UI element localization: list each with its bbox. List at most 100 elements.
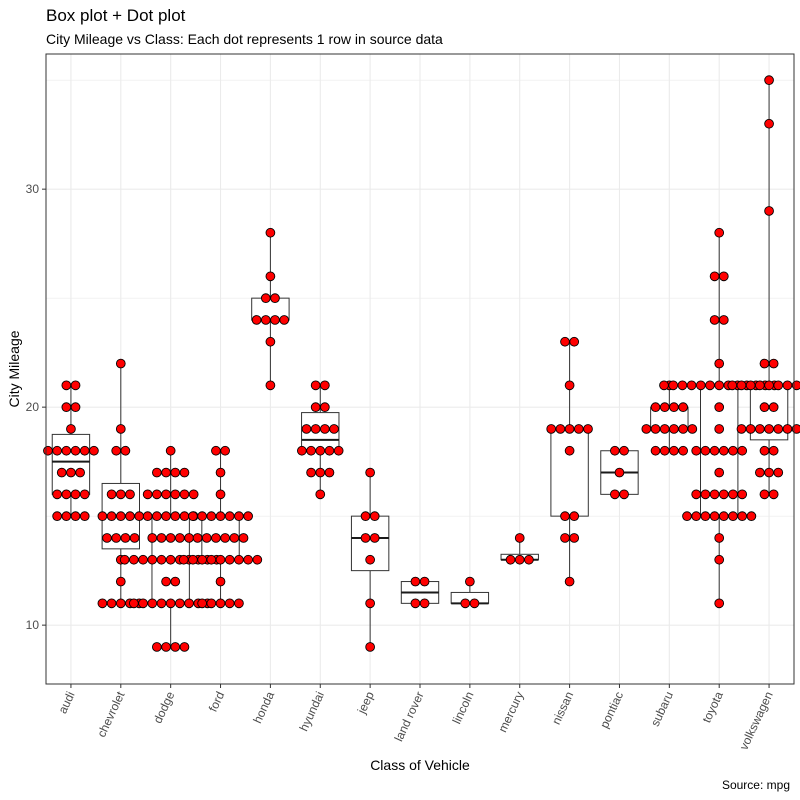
- dot-chevrolet: [102, 533, 112, 543]
- dot-toyota: [668, 380, 679, 391]
- dot-hyundai: [320, 424, 330, 434]
- x-tick-label-jeep: jeep: [354, 689, 377, 717]
- dot-ford: [238, 533, 249, 543]
- dot-volkswagen: [764, 380, 774, 391]
- dot-dodge: [165, 533, 176, 543]
- dot-audi: [66, 467, 76, 478]
- dot-dodge: [165, 598, 176, 609]
- dot-volkswagen: [773, 380, 784, 391]
- dot-pontiac: [610, 445, 620, 456]
- dot-ford: [197, 511, 207, 521]
- dot-dodge: [170, 511, 181, 521]
- dot-nissan: [560, 533, 570, 543]
- dot-toyota: [714, 380, 725, 391]
- dot-toyota: [659, 380, 669, 391]
- dot-toyota: [718, 511, 729, 521]
- dot-hyundai: [306, 467, 316, 478]
- dot-volkswagen: [764, 206, 774, 216]
- dot-toyota: [709, 445, 720, 456]
- dot-subaru: [641, 424, 652, 434]
- dot-dodge: [161, 642, 171, 652]
- dot-honda: [265, 380, 276, 391]
- dot-audi: [70, 380, 81, 391]
- dot-ford: [224, 554, 235, 565]
- dot-dodge: [152, 467, 162, 478]
- dot-hyundai: [320, 402, 330, 412]
- dot-dodge: [138, 598, 148, 609]
- dot-volkswagen: [755, 467, 765, 478]
- dot-toyota: [700, 489, 711, 500]
- dot-chevrolet: [97, 511, 108, 521]
- dot-volkswagen: [768, 489, 779, 500]
- dot-hyundai: [310, 424, 321, 434]
- x-tick-label-hyundai: hyundai: [297, 689, 327, 733]
- dot-toyota: [691, 511, 702, 521]
- chart-title: Box plot + Dot plot: [46, 6, 186, 25]
- dot-volkswagen: [736, 380, 747, 391]
- dot-ford: [234, 554, 244, 565]
- dot-honda: [251, 315, 262, 325]
- dot-ford: [215, 598, 226, 609]
- box-lincoln: [450, 591, 490, 604]
- dot-chevrolet: [129, 533, 140, 543]
- dot-ford: [206, 511, 217, 521]
- dot-honda: [265, 271, 276, 282]
- dot-chevrolet: [115, 358, 126, 369]
- dot-ford: [215, 489, 226, 500]
- x-tick-label-audi: audi: [55, 689, 77, 715]
- dot-ford: [215, 576, 226, 587]
- dot-toyota: [737, 511, 748, 521]
- dot-ford: [206, 554, 217, 565]
- dot-ford: [197, 598, 207, 609]
- dot-lincoln: [460, 598, 471, 609]
- dot-audi: [52, 489, 62, 500]
- dot-volkswagen: [736, 424, 747, 434]
- dot-nissan: [573, 424, 584, 434]
- dot-chevrolet: [115, 576, 126, 587]
- dot-ford: [211, 445, 221, 456]
- dot-hyundai: [306, 445, 316, 456]
- dot-jeep: [365, 554, 375, 565]
- dot-toyota: [686, 380, 697, 391]
- dot-dodge: [170, 489, 181, 500]
- dot-dodge: [161, 467, 171, 478]
- dot-toyota: [714, 533, 725, 543]
- dot-toyota: [718, 271, 729, 282]
- dot-dodge: [179, 467, 190, 478]
- dot-dodge: [129, 554, 139, 565]
- dot-ford: [243, 511, 253, 521]
- dot-chevrolet: [106, 511, 117, 521]
- dot-honda: [265, 227, 276, 238]
- dot-hyundai: [324, 467, 335, 478]
- dot-subaru: [669, 424, 679, 434]
- dot-honda: [279, 315, 290, 325]
- dot-chevrolet: [111, 533, 122, 543]
- box-audi: [51, 433, 91, 495]
- dot-ford: [188, 554, 198, 565]
- dot-toyota: [714, 402, 725, 412]
- dot-audi: [70, 489, 81, 500]
- dot-volkswagen: [745, 424, 756, 434]
- dot-mercury: [514, 554, 525, 565]
- dot-mercury: [524, 554, 534, 565]
- dot-volkswagen: [755, 380, 765, 391]
- dot-toyota: [728, 445, 738, 456]
- dot-toyota: [700, 445, 711, 456]
- dot-subaru: [678, 445, 688, 456]
- dot-jeep: [369, 533, 380, 543]
- dot-nissan: [583, 424, 593, 434]
- dot-toyota: [691, 445, 702, 456]
- dot-audi: [79, 445, 90, 456]
- dot-jeep: [365, 467, 375, 478]
- dot-dodge: [165, 554, 176, 565]
- chart-subtitle: City Mileage vs Class: Each dot represen…: [46, 31, 443, 47]
- dot-hyundai: [329, 424, 339, 434]
- dot-land-rover: [410, 576, 421, 587]
- dot-toyota: [746, 511, 757, 521]
- dot-toyota: [737, 445, 748, 456]
- dot-ford: [243, 554, 253, 565]
- dot-dodge: [161, 511, 171, 521]
- dot-toyota: [714, 424, 725, 434]
- dot-volkswagen: [759, 445, 770, 456]
- dot-toyota: [718, 445, 729, 456]
